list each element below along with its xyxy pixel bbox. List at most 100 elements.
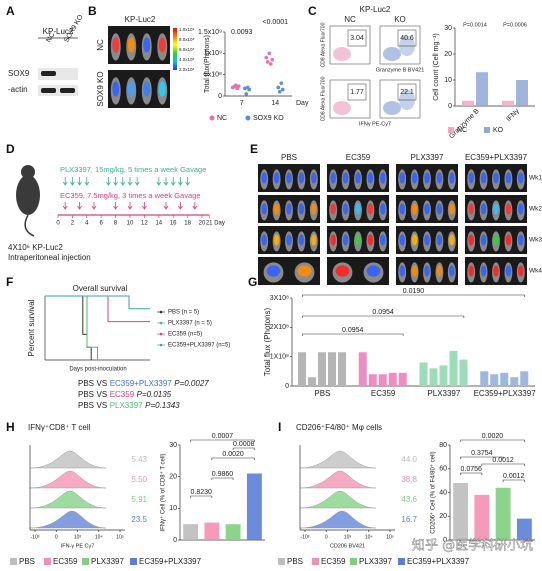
signal — [424, 265, 430, 277]
dot — [280, 87, 285, 92]
gate-value: 40.6 — [400, 35, 414, 42]
p-value: P=0.0006 — [503, 22, 527, 28]
y-tick-label: 3X10⁸ — [270, 295, 289, 302]
signal — [449, 234, 455, 246]
signal — [298, 203, 305, 215]
gate-value: 5.43 — [131, 455, 147, 464]
x-tick-label: 10³ — [344, 534, 352, 540]
watermark: 知乎 @医学科研小坑 — [412, 538, 533, 554]
day-label: 2 — [71, 221, 75, 227]
legend-label: SOX9 KO — [253, 115, 284, 122]
stat-part: EC359 — [110, 390, 135, 399]
signal — [158, 81, 166, 97]
day-label: 0 — [56, 221, 60, 227]
y-tick-label: 60 — [439, 466, 447, 473]
bar — [474, 494, 490, 540]
signal — [424, 172, 430, 184]
signal — [518, 265, 524, 277]
y-axis-label: Percent survival — [27, 299, 36, 356]
label: KP-Luc2 — [360, 5, 391, 14]
bar — [439, 365, 448, 386]
gavage-arrow — [91, 202, 97, 210]
bar — [358, 352, 367, 386]
histogram — [29, 450, 107, 469]
gavage-arrow — [77, 177, 82, 186]
lane-label: NC — [45, 32, 56, 44]
cell-cloud — [333, 101, 351, 115]
histogram — [299, 450, 377, 469]
bar — [449, 350, 458, 386]
column-label: PLX3397 — [411, 153, 444, 162]
gavage-arrow — [156, 177, 162, 186]
signal — [112, 37, 120, 53]
legend-label: NC — [217, 115, 227, 122]
dot — [233, 83, 238, 88]
panel-letter: G — [248, 275, 257, 289]
y-tick-label: 20 — [444, 51, 452, 58]
signal — [493, 172, 499, 184]
x-tick-label: 10³ — [74, 534, 82, 540]
injection-label: 4X10⁶ KP-Luc2 — [8, 243, 63, 252]
significance-bracket — [211, 457, 255, 460]
stat-line: PBS VS EC359+PLX3397 P=0.0027 — [78, 379, 209, 388]
signal — [261, 234, 267, 246]
y-tick-label: 20 — [169, 474, 177, 481]
signal — [311, 203, 317, 215]
y-tick-label: 0 — [173, 537, 177, 544]
p-value: 0.0954 — [372, 309, 394, 316]
significance-bracket — [232, 447, 255, 450]
bar — [480, 371, 489, 386]
signal — [411, 265, 418, 277]
panel-letter: B — [88, 4, 97, 18]
bar — [318, 352, 326, 386]
legend-label: PLX3397 (n = 5) — [168, 321, 212, 327]
signal — [493, 234, 499, 246]
signal — [342, 234, 349, 246]
colorbar-label: 4.0x10⁸ — [179, 57, 195, 62]
gavage-arrow — [84, 177, 90, 186]
day-label: 4 — [85, 221, 89, 227]
panel-letter: D — [6, 142, 15, 156]
signal — [505, 234, 512, 246]
stat-part: VS — [97, 390, 108, 399]
label: KP-Luc2 — [125, 15, 156, 24]
signal — [468, 172, 474, 184]
x-tick-label: 10⁴ — [95, 534, 103, 540]
bar — [502, 100, 514, 106]
bar — [225, 524, 241, 540]
legend-swatch — [278, 558, 285, 565]
y-tick-label: 0 — [443, 537, 447, 544]
histogram — [299, 470, 377, 489]
bar — [516, 80, 528, 106]
bar — [308, 377, 316, 386]
p-value: 0.0020 — [222, 451, 244, 458]
histogram — [299, 490, 377, 509]
signal — [449, 203, 455, 215]
x-tick-label: 10⁴ — [365, 534, 373, 540]
histogram — [299, 510, 377, 529]
x-tick-label: 10⁵ — [116, 534, 124, 540]
stat-part: P=0.0027 — [174, 379, 209, 388]
dot — [276, 85, 281, 90]
signal — [311, 234, 317, 246]
dot — [268, 62, 273, 66]
gate-value: 38.8 — [401, 475, 417, 484]
signal — [505, 265, 512, 277]
legend-label: PLX3397 — [91, 557, 124, 566]
legend-label: PBS — [287, 557, 303, 566]
significance-bracket — [502, 479, 525, 482]
bar — [459, 359, 468, 386]
gavage-arrow — [192, 202, 198, 210]
signal — [436, 234, 443, 246]
x-tick-label: PBS — [314, 389, 330, 398]
chart-title: Overall survival — [73, 284, 128, 293]
signal — [380, 203, 386, 215]
row-label: -actin — [8, 85, 28, 94]
signal — [286, 172, 292, 184]
gavage-arrow — [185, 177, 190, 186]
stat-part: PBS — [78, 390, 94, 399]
y-axis-label: CD206⁺ Cell (% of F4/80⁺ cell) — [430, 451, 437, 533]
legend-label: PBS (n = 5) — [168, 310, 199, 316]
legend-marker — [159, 321, 163, 325]
